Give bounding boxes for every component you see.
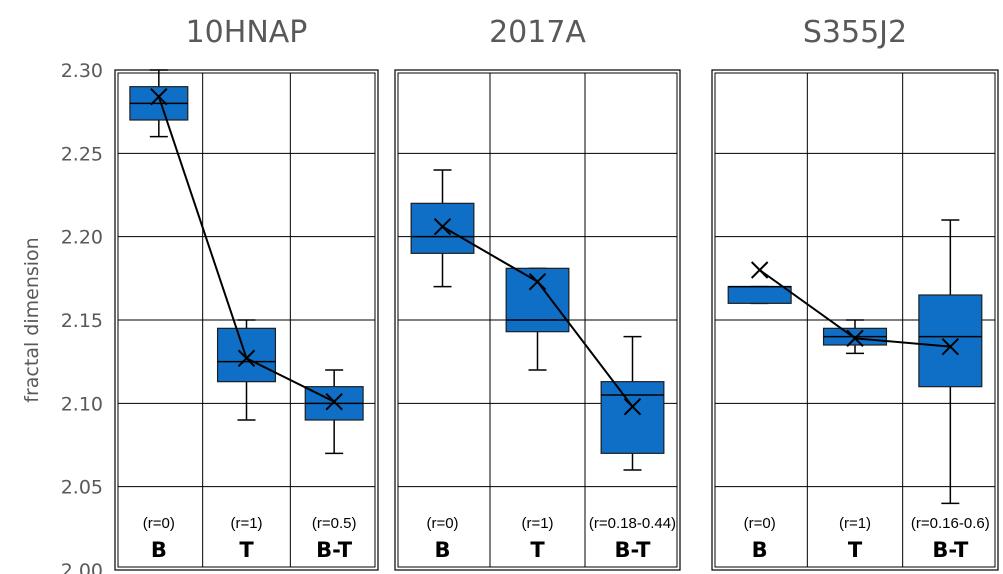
mean-marker-stroke [528, 272, 547, 291]
mean-marker-stroke [623, 397, 642, 416]
mean-marker [623, 397, 642, 416]
mean-marker-stroke [750, 261, 769, 279]
box-iqr [727, 286, 792, 304]
category-label: T [848, 538, 863, 562]
panel-title: 2017A [489, 15, 586, 50]
panel-10hnap: 10HNAP (r=0) B (r=1) T (r=0.5) B-T [114, 15, 379, 571]
box-iqr [505, 267, 570, 333]
box-t [822, 319, 888, 355]
mean-marker [325, 392, 343, 411]
mean-marker [237, 349, 256, 368]
r-label: (r=0) [744, 515, 776, 532]
y-tick-label: 2.15 [61, 310, 103, 332]
panel-2017a: 2017A (r=0) B (r=1) T (r=0.18-0.44) B-T [394, 15, 681, 571]
panel-title: S355J2 [803, 15, 907, 50]
category-label: B [151, 538, 167, 562]
panel-title: 10HNAP [186, 15, 308, 50]
mean-marker [528, 272, 547, 291]
box-b-t [600, 335, 665, 471]
box-iqr [600, 381, 665, 454]
mean-marker-stroke [325, 392, 343, 411]
r-label: (r=1) [230, 515, 262, 532]
box-b-t [918, 219, 983, 505]
mean-marker [846, 329, 864, 348]
y-axis-label: fractal dimension [21, 237, 43, 402]
mean-marker-stroke [846, 329, 864, 348]
box-b [727, 285, 792, 305]
category-label: B [752, 538, 768, 562]
r-label: (r=1) [521, 515, 553, 532]
y-tick-label: 2.05 [61, 477, 103, 499]
box-b [410, 169, 475, 288]
mean-marker [433, 217, 452, 236]
chart-panels: 10HNAP (r=0) B (r=1) T (r=0.5) B-T 2017A (r=0) B (… [114, 15, 999, 571]
mean-marker [150, 87, 168, 106]
y-axis: 2.00 2.05 2.10 2.15 2.20 2.25 2.30 fractal dime… [21, 60, 103, 574]
mean-marker [941, 337, 960, 356]
category-label: B-T [932, 538, 969, 562]
r-label: (r=1) [839, 515, 871, 532]
box-b [129, 69, 189, 138]
y-tick-label: 2.25 [61, 143, 103, 165]
box-t [216, 319, 277, 421]
category-label: B-T [615, 538, 652, 562]
r-label: (r=0) [143, 515, 175, 532]
r-label: (r=0.16-0.6) [911, 515, 990, 532]
panel-s355j2: S355J2 (r=0) B (r=1) T (r=0.16-0.6) B-T [711, 15, 999, 571]
category-label: B [434, 538, 450, 562]
box-t [505, 267, 570, 371]
mean-marker [750, 261, 769, 279]
mean-marker-stroke [941, 337, 960, 356]
category-label: B-T [316, 538, 353, 562]
category-label: T [530, 538, 545, 562]
box-iqr [410, 202, 475, 254]
y-tick-label: 2.10 [61, 393, 103, 415]
box-iqr [216, 327, 277, 383]
r-label: (r=0.5) [312, 515, 357, 532]
mean-marker-stroke [150, 87, 168, 106]
y-tick-label: 2.20 [61, 227, 103, 249]
y-tick-label: 2.00 [61, 560, 103, 574]
box-iqr [918, 294, 983, 388]
category-label: T [239, 538, 254, 562]
mean-marker-stroke [433, 217, 452, 236]
r-label: (r=0.18-0.44) [589, 515, 676, 532]
y-tick-label: 2.30 [61, 60, 103, 82]
r-label: (r=0) [426, 515, 458, 532]
mean-marker-stroke [237, 349, 256, 368]
